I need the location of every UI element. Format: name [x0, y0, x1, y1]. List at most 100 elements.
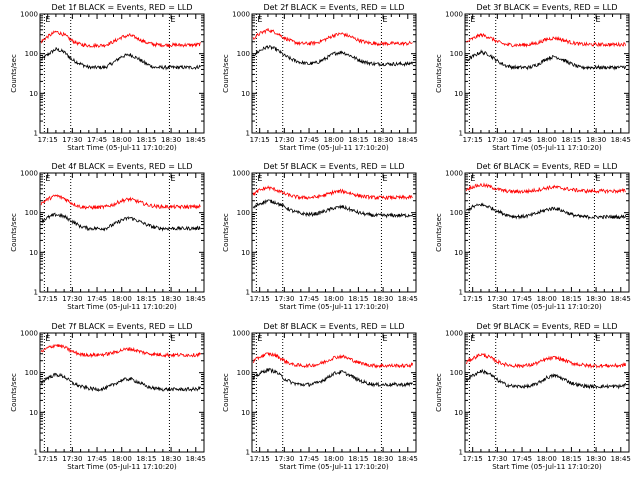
x-tick-label: 17:15 — [250, 136, 270, 144]
y-axis-label: Counts/sec — [222, 373, 230, 412]
x-axis-label: Start Time (05-Jul-11 17:10:20) — [279, 463, 389, 471]
x-tick-label: 17:15 — [38, 136, 58, 144]
series-events-line — [465, 202, 626, 221]
x-axis-label: Start Time (05-Jul-11 17:10:20) — [492, 463, 602, 471]
flag-label: E — [595, 334, 600, 343]
x-tick-label: 18:30 — [586, 136, 606, 144]
flag-label: E — [595, 15, 600, 24]
x-tick-label: 17:15 — [463, 136, 483, 144]
y-tick-label: 10 — [241, 90, 250, 98]
series-lld-line — [466, 32, 626, 48]
panel-7: Det 7f BLACK = Events, RED = LLD 1 10 100 10… — [10, 322, 206, 471]
series-events-line — [40, 47, 201, 71]
y-tick-label: 10 — [29, 409, 38, 417]
flag-label: E — [470, 15, 475, 24]
x-tick-label: 18:15 — [136, 136, 156, 144]
y-tick-label: 1000 — [445, 330, 463, 338]
panel-title: Det 3f BLACK = Events, RED = LLD — [476, 3, 617, 12]
series-lld-line — [253, 352, 413, 369]
y-axis-label: Counts/sec — [10, 213, 18, 252]
y-tick-label: 100 — [25, 369, 38, 377]
x-tick-label: 17:45 — [512, 455, 532, 463]
y-tick-label: 1000 — [20, 170, 38, 178]
x-tick-label: 18:30 — [161, 295, 181, 303]
y-tick-label: 1 — [34, 449, 38, 457]
x-tick-label: 18:00 — [324, 455, 344, 463]
x-tick-label: 17:45 — [87, 295, 107, 303]
x-tick-label: 17:15 — [463, 455, 483, 463]
y-tick-label: 10 — [29, 249, 38, 257]
x-axis-label: Start Time (05-Jul-11 17:10:20) — [492, 303, 602, 311]
panel-5: Det 5f BLACK = Events, RED = LLD 1 10 100 10… — [222, 162, 418, 311]
x-tick-label: 18:45 — [186, 455, 206, 463]
x-tick-label: 17:15 — [463, 295, 483, 303]
y-tick-label: 1000 — [232, 170, 250, 178]
x-tick-label: 17:30 — [274, 295, 294, 303]
y-tick-label: 1 — [246, 130, 250, 138]
flag-label: E — [170, 174, 175, 183]
x-tick-label: 18:00 — [324, 295, 344, 303]
y-tick-label: 100 — [450, 50, 463, 58]
x-tick-label: 18:45 — [186, 295, 206, 303]
y-tick-label: 10 — [241, 409, 250, 417]
y-tick-label: 100 — [237, 50, 250, 58]
x-tick-label: 18:15 — [561, 455, 581, 463]
x-tick-label: 18:15 — [348, 136, 368, 144]
y-tick-label: 10 — [29, 90, 38, 98]
flag-label: E — [170, 334, 175, 343]
x-tick-label: 18:45 — [611, 136, 631, 144]
x-tick-label: 18:15 — [348, 455, 368, 463]
x-tick-label: 18:00 — [324, 136, 344, 144]
x-axis-label: Start Time (05-Jul-11 17:10:20) — [279, 303, 389, 311]
flag-label: E — [595, 174, 600, 183]
x-tick-label: 18:00 — [112, 295, 132, 303]
x-tick-label: 18:45 — [611, 295, 631, 303]
panel-9: Det 9f BLACK = Events, RED = LLD 1 10 100 10… — [435, 322, 631, 471]
x-tick-label: 17:30 — [62, 136, 82, 144]
series-events-line — [252, 44, 413, 67]
series-lld-line — [252, 185, 413, 201]
flag-label: E — [257, 174, 262, 183]
flag-label: E — [45, 334, 50, 343]
panel-title: Det 1f BLACK = Events, RED = LLD — [51, 3, 192, 12]
x-tick-label: 18:30 — [161, 136, 181, 144]
plot-frame — [464, 13, 630, 134]
flag-label: E — [257, 334, 262, 343]
x-tick-label: 18:15 — [348, 295, 368, 303]
y-tick-label: 1 — [459, 449, 463, 457]
y-axis-label: Counts/sec — [435, 54, 443, 93]
x-tick-label: 17:45 — [87, 455, 107, 463]
series-events-line — [40, 372, 201, 393]
x-tick-label: 17:30 — [487, 295, 507, 303]
panel-8: Det 8f BLACK = Events, RED = LLD 1 10 100 10… — [222, 322, 418, 471]
plot-frame — [39, 172, 205, 293]
x-tick-label: 18:30 — [586, 455, 606, 463]
y-tick-label: 10 — [454, 249, 463, 257]
x-axis-label: Start Time (05-Jul-11 17:10:20) — [67, 303, 177, 311]
series-events-line — [252, 199, 413, 219]
panel-4: Det 4f BLACK = Events, RED = LLD 1 10 100 10… — [10, 162, 206, 311]
y-axis-label: Counts/sec — [435, 373, 443, 412]
x-tick-label: 18:00 — [537, 455, 557, 463]
y-tick-label: 1000 — [20, 11, 38, 19]
y-tick-label: 1000 — [20, 330, 38, 338]
panel-2: Det 2f BLACK = Events, RED = LLD 1 10 100 10… — [222, 3, 418, 152]
flag-label: E — [45, 174, 50, 183]
y-axis-label: Counts/sec — [10, 54, 18, 93]
x-tick-label: 17:45 — [299, 295, 319, 303]
y-tick-label: 100 — [25, 50, 38, 58]
plot-frame — [464, 332, 630, 453]
plot-frame — [251, 332, 417, 453]
panel-title: Det 2f BLACK = Events, RED = LLD — [263, 3, 404, 12]
x-tick-label: 17:45 — [512, 136, 532, 144]
y-tick-label: 1 — [34, 130, 38, 138]
x-axis-label: Start Time (05-Jul-11 17:10:20) — [67, 463, 177, 471]
x-tick-label: 17:30 — [62, 295, 82, 303]
series-events-line — [252, 367, 413, 388]
series-lld-line — [40, 194, 201, 210]
x-tick-label: 18:30 — [373, 136, 393, 144]
y-tick-label: 1 — [34, 289, 38, 297]
x-tick-label: 18:30 — [586, 295, 606, 303]
x-tick-label: 18:45 — [611, 455, 631, 463]
